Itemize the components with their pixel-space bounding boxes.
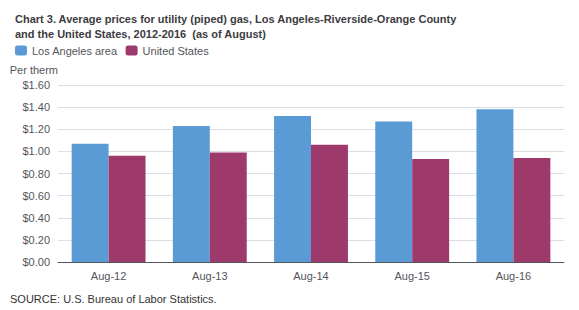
svg-text:Aug-14: Aug-14	[293, 270, 328, 282]
svg-text:$0.80: $0.80	[22, 168, 50, 180]
svg-text:Aug-13: Aug-13	[192, 270, 227, 282]
svg-text:SOURCE: U.S. Bureau of Labor S: SOURCE: U.S. Bureau of Labor Statistics.	[10, 293, 217, 305]
svg-text:$1.00: $1.00	[22, 145, 50, 157]
svg-text:Per therm: Per therm	[10, 64, 58, 76]
svg-text:$1.40: $1.40	[22, 101, 50, 113]
svg-text:Aug-15: Aug-15	[394, 270, 429, 282]
svg-text:$0.20: $0.20	[22, 234, 50, 246]
svg-text:Chart 3. Average prices for ut: Chart 3. Average prices for utility (pip…	[15, 13, 457, 25]
svg-text:Aug-12: Aug-12	[91, 270, 126, 282]
svg-text:$0.40: $0.40	[22, 212, 50, 224]
svg-text:$1.60: $1.60	[22, 79, 50, 91]
svg-text:and the United States, 2012-20: and the United States, 2012-2016 (as of …	[15, 28, 266, 40]
svg-text:Los Angeles area: Los Angeles area	[32, 45, 118, 57]
svg-text:$1.20: $1.20	[22, 123, 50, 135]
svg-text:United States: United States	[143, 45, 210, 57]
svg-text:Aug-16: Aug-16	[496, 270, 531, 282]
svg-text:$0.60: $0.60	[22, 190, 50, 202]
svg-text:$0.00: $0.00	[22, 256, 50, 268]
